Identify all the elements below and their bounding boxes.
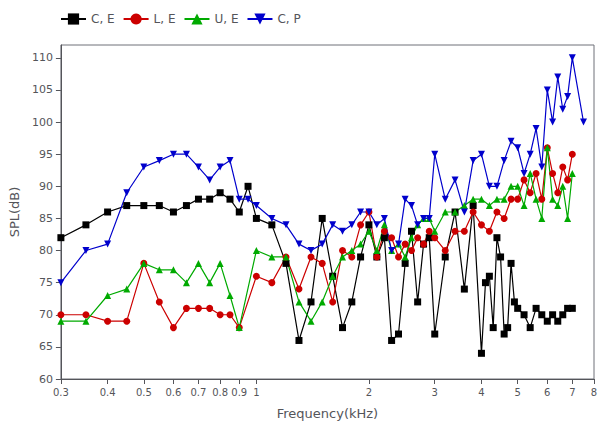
- svg-text:4: 4: [478, 387, 484, 398]
- svg-text:95: 95: [39, 148, 53, 161]
- svg-text:0.9: 0.9: [231, 387, 247, 398]
- svg-text:70: 70: [39, 308, 53, 321]
- svg-text:80: 80: [39, 244, 53, 257]
- svg-text:C, E: C, E: [91, 12, 115, 26]
- svg-text:60: 60: [39, 373, 53, 386]
- svg-text:C, P: C, P: [277, 12, 300, 26]
- svg-text:0.8: 0.8: [212, 387, 228, 398]
- svg-text:85: 85: [39, 212, 53, 225]
- svg-text:1: 1: [253, 387, 259, 398]
- svg-text:6: 6: [544, 387, 550, 398]
- svg-text:2: 2: [366, 387, 372, 398]
- svg-text:0.7: 0.7: [191, 387, 207, 398]
- svg-text:Frequency(kHz): Frequency(kHz): [277, 406, 378, 421]
- svg-text:100: 100: [32, 116, 53, 129]
- svg-text:8: 8: [591, 387, 597, 398]
- svg-text:0.5: 0.5: [136, 387, 152, 398]
- svg-text:105: 105: [32, 83, 53, 96]
- svg-text:0.3: 0.3: [53, 387, 69, 398]
- svg-text:65: 65: [39, 340, 53, 353]
- svg-text:90: 90: [39, 180, 53, 193]
- svg-text:110: 110: [32, 51, 53, 64]
- svg-text:SPL(dB): SPL(dB): [7, 187, 22, 238]
- svg-text:3: 3: [432, 387, 438, 398]
- svg-text:7: 7: [569, 387, 575, 398]
- svg-text:0.6: 0.6: [165, 387, 181, 398]
- svg-text:L, E: L, E: [154, 12, 176, 26]
- svg-text:5: 5: [515, 387, 521, 398]
- svg-text:0.4: 0.4: [100, 387, 116, 398]
- svg-text:U, E: U, E: [214, 12, 238, 26]
- svg-text:75: 75: [39, 276, 53, 289]
